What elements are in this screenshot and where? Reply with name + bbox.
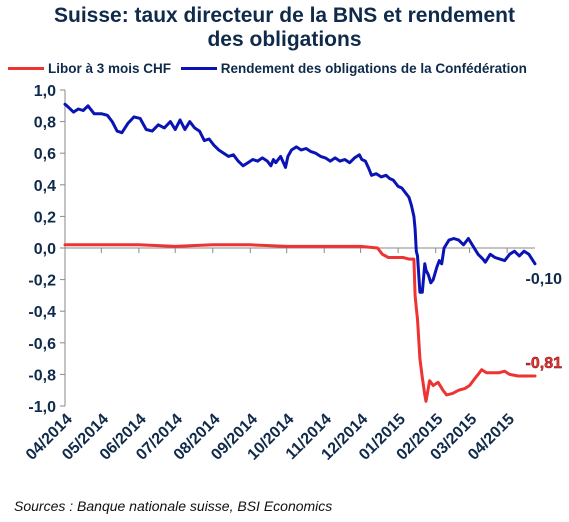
obligations-line [63,102,537,294]
y-tick-label: -0,2 [28,273,56,290]
libor-end-label: -0,81 [526,355,563,372]
legend-label-obligations: Rendement des obligations de la Confédér… [220,61,527,76]
legend-swatch-obligations [180,67,217,70]
chart-title: Suisse: taux directeur de la BNS et rend… [0,4,569,52]
chart-axes: 1,00,80,60,40,20,0-0,2-0,4-0,6-0,8-1,004… [23,83,535,464]
legend-swatch-libor [8,67,44,70]
y-tick-label: 0,2 [34,209,56,226]
y-tick-label: -0,6 [28,336,56,353]
chart-title-line-2: des obligations [207,28,362,51]
y-tick-label: 0,6 [34,146,56,163]
chart-series [63,102,537,403]
chart-labels: -0,81 -0,10 [525,271,563,372]
chart-title-line-1: Suisse: taux directeur de la BNS et rend… [54,4,515,27]
y-tick-label: 1,0 [34,83,56,100]
legend-item-obligations: Rendement des obligations de la Confédér… [180,61,527,76]
legend-item-libor: Libor à 3 mois CHF [8,61,171,76]
y-tick-label: -0,8 [28,367,56,384]
y-tick-label: 0,4 [34,178,56,195]
y-tick-label: 0,8 [34,115,56,132]
obligations-end-label: -0,10 [526,271,563,288]
y-tick-label: 0,0 [34,241,56,258]
chart-legend: Libor à 3 mois CHF Rendement des obligat… [8,58,533,78]
y-tick-label: -1,0 [28,399,56,416]
legend-label-libor: Libor à 3 mois CHF [48,61,172,76]
chart-source: Sources : Banque nationale suisse, BSI E… [14,498,333,514]
libor-line [63,243,537,403]
y-tick-label: -0,4 [28,304,56,321]
